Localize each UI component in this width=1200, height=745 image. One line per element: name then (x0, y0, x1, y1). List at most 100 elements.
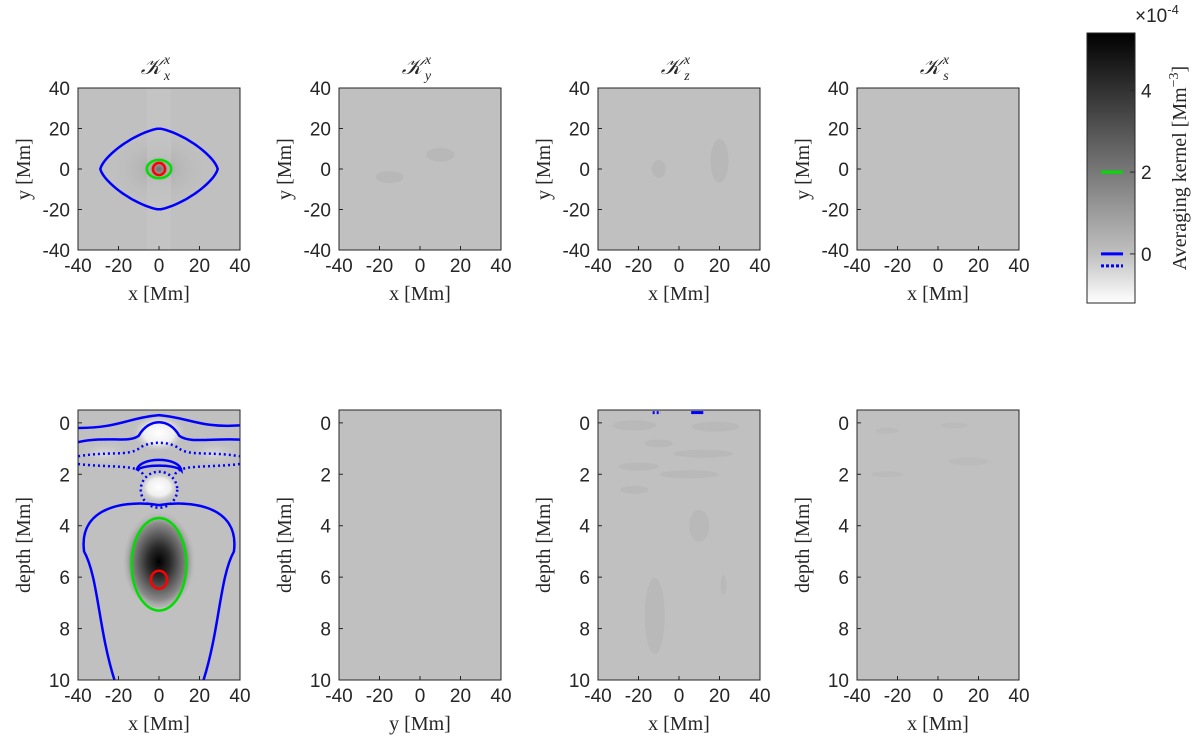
contour-level-4 (149, 569, 169, 590)
colorbar-contour-legend (1101, 170, 1123, 268)
residual-patch (871, 471, 904, 478)
y-axis-label: y [Mm] (274, 138, 296, 200)
y-tick-label: 0 (59, 414, 70, 435)
contour-level-2 (145, 158, 173, 180)
panel-title-superscript: x (942, 53, 950, 68)
x-tick-label: 40 (229, 256, 250, 277)
y-tick-label: 8 (579, 620, 590, 641)
contour-level-2 (130, 516, 188, 612)
residual-patch (940, 422, 969, 429)
y-tick-label: 10 (310, 671, 331, 692)
x-tick-label: -40 (325, 686, 352, 707)
y-tick-label: 0 (838, 414, 849, 435)
heatmap-background (857, 88, 1019, 250)
residual-patch (375, 171, 404, 184)
colorbar-tick-label: 2 (1141, 163, 1152, 184)
y-tick-label: 4 (579, 517, 590, 538)
x-tick-label: 0 (674, 256, 685, 277)
residual-patch (651, 160, 666, 178)
x-tick-label: -20 (105, 256, 132, 277)
colorbar-label: Averaging kernel [Mm−3] (1167, 66, 1191, 270)
y-tick-label: 8 (59, 620, 70, 641)
x-tick-label: 40 (749, 256, 770, 277)
y-axis-label: y [Mm] (533, 138, 555, 200)
residual-patch (612, 420, 657, 431)
x-tick-label: 40 (229, 686, 250, 707)
heatmap-image (375, 147, 455, 184)
residual-patch (620, 485, 649, 494)
x-tick-label: -40 (843, 256, 870, 277)
y-tick-label: 20 (49, 120, 70, 141)
heatmap-image (651, 138, 729, 183)
contour-level-0-dotted (78, 441, 240, 458)
contour-level-0 (78, 413, 240, 430)
y-tick-label: 0 (579, 414, 590, 435)
y-tick-label: 20 (310, 120, 331, 141)
heatmap-background (339, 88, 501, 250)
kernel-light-strip (146, 88, 172, 250)
heatmap-background (339, 410, 501, 680)
y-tick-label: 40 (310, 79, 331, 100)
x-tick-label: -40 (584, 686, 611, 707)
x-tick-label: 0 (933, 686, 944, 707)
x-tick-label: -20 (366, 256, 393, 277)
x-tick-label: 20 (450, 256, 471, 277)
sidelobe-white (137, 470, 181, 504)
heatmap-image (98, 88, 220, 250)
panel-Kzx-depth: -40 -20 0 20 40 0 2 4 6 8 10 x [Mm] depth [Mm] (533, 409, 771, 735)
x-tick-label: 40 (490, 686, 511, 707)
y-tick-label: -40 (822, 241, 849, 262)
x-tick-label: 20 (189, 256, 210, 277)
colorbar-scale-label: ×10-4 (1135, 2, 1179, 27)
x-tick-label: -20 (366, 686, 393, 707)
y-axis-label: depth [Mm] (274, 497, 296, 593)
y-tick-label: 6 (579, 568, 590, 589)
x-tick-label: -20 (884, 256, 911, 277)
panel-title-superscript: x (424, 53, 432, 68)
heatmap-image (78, 413, 240, 680)
contour-level-0 (82, 502, 236, 680)
x-axis-label: x [Mm] (648, 713, 710, 735)
y-tick-label: 8 (838, 620, 849, 641)
y-tick-label: -40 (563, 241, 590, 262)
panel-Kyx-depth: -40 -20 0 20 40 0 2 4 6 8 10 y [Mm] depth [Mm] (274, 409, 512, 735)
y-axis-label: depth [Mm] (533, 497, 555, 593)
sidelobe-light (186, 440, 240, 468)
contour-level-0 (78, 420, 240, 444)
contour-level-0 (135, 458, 184, 475)
x-axis-label: x [Mm] (907, 713, 969, 735)
x-axis-label: x [Mm] (648, 283, 710, 305)
x-tick-label: 0 (415, 686, 426, 707)
y-tick-label: 4 (838, 517, 849, 538)
residual-patch (689, 509, 710, 542)
x-tick-label: 20 (450, 686, 471, 707)
y-tick-label: 4 (59, 517, 70, 538)
y-tick-label: -20 (304, 201, 331, 222)
x-tick-label: 40 (1008, 686, 1029, 707)
residual-patch (710, 138, 729, 183)
sidelobe-white (131, 414, 187, 453)
heatmap-image (871, 422, 989, 478)
heatmap-image (612, 411, 740, 654)
y-tick-label: 0 (59, 160, 70, 181)
x-axis-label: x [Mm] (389, 283, 451, 305)
y-tick-label: 0 (320, 414, 331, 435)
y-tick-label: 6 (59, 568, 70, 589)
y-tick-label: 2 (320, 465, 331, 486)
panel-title-subscript: z (683, 69, 690, 84)
x-tick-label: 40 (1008, 256, 1029, 277)
residual-patch (673, 449, 734, 458)
y-axis-label: y [Mm] (13, 138, 35, 200)
x-tick-label: 0 (154, 256, 165, 277)
x-tick-label: -20 (625, 256, 652, 277)
x-tick-label: 20 (968, 256, 989, 277)
y-tick-label: 10 (828, 671, 849, 692)
residual-patch (875, 427, 900, 434)
residual-patch (644, 439, 673, 448)
colorbar: 4 2 0 ×10-4 Averaging kernel [Mm−3] (1086, 2, 1191, 304)
